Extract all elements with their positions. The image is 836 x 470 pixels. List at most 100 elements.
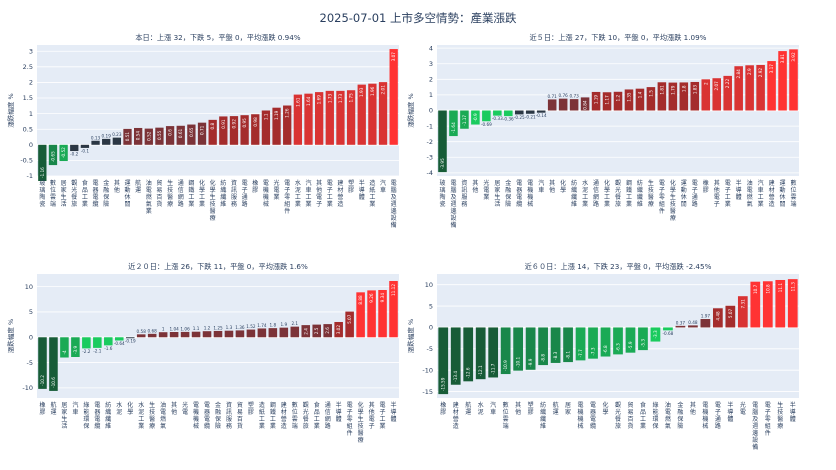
bar: [723, 75, 732, 111]
bar-value-label: 0.48: [688, 320, 698, 325]
bar: [625, 327, 636, 353]
bar: [488, 327, 499, 378]
x-tick-label: 運動休閒: [681, 180, 687, 208]
bar-value-label: -11.7: [491, 363, 496, 374]
bar-value-label: 1.64: [306, 96, 311, 106]
bar-value-label: 1.61: [295, 97, 300, 107]
bar: [463, 327, 474, 382]
x-tick-label: 橡膠: [703, 179, 709, 194]
bar-value-label: -0.52: [61, 147, 66, 158]
x-tick-label: 電子通路: [692, 180, 698, 208]
bar-value-label: 1.96: [370, 86, 375, 96]
bar: [272, 107, 281, 145]
bar: [500, 327, 511, 375]
panel-title: 近５日：上漲 27，下跌 10，平盤 0，平均漲跌 1.09%: [529, 33, 706, 42]
bar: [588, 327, 598, 359]
x-tick-label: 居家: [565, 402, 571, 416]
bar-value-label: 0.68: [148, 328, 158, 333]
x-tick-label: 電腦及週邊設備: [752, 402, 758, 451]
bar: [224, 330, 234, 338]
bar-value-label: 1.79: [670, 85, 675, 95]
y-tick-label: 0.5: [23, 125, 33, 133]
bar-value-label: 1.8: [270, 323, 277, 328]
bar: [91, 140, 100, 145]
bar-value-label: -0.1: [81, 148, 90, 153]
x-tick-label: 貿易百貨: [237, 401, 243, 430]
bar-value-label: -8.1: [566, 351, 571, 360]
bar-value-label: 1.1: [263, 113, 268, 120]
x-tick-label: 電子工業: [725, 180, 731, 208]
bar-value-label: -1.17: [462, 115, 467, 126]
x-tick-label: 金融保險: [505, 179, 511, 208]
bar-value-label: 2.22: [725, 79, 730, 89]
x-tick-label: 半導體: [790, 401, 796, 423]
bar: [283, 105, 292, 145]
bar: [323, 324, 332, 338]
x-tick-label: 金融保險: [103, 179, 109, 208]
y-axis-label: 漲跌幅度 %: [6, 93, 15, 127]
x-tick-label: 化學工業: [199, 179, 205, 208]
bar-value-label: 3.81: [780, 54, 785, 64]
y-tick-label: -1: [27, 172, 33, 180]
bar-value-label: 1.69: [317, 95, 322, 105]
x-tick-label: 電機機械: [702, 402, 708, 430]
bar-value-label: -13.4: [453, 371, 458, 382]
x-tick-label: 生技醫療: [167, 179, 173, 208]
bar-value-label: -10.9: [503, 360, 508, 371]
x-tick-label: 綠能環保: [652, 401, 658, 430]
x-tick-label: 光電業: [483, 179, 489, 201]
x-tick-label: 半導體: [736, 179, 742, 201]
bar: [144, 128, 153, 145]
x-tick-label: 生技醫療: [149, 401, 155, 430]
bar-value-label: 9.26: [369, 293, 374, 303]
x-tick-label: 生技醫療: [648, 179, 654, 208]
bar: [646, 87, 656, 111]
bar-value-label: 2.07: [714, 81, 719, 91]
bar: [180, 331, 190, 338]
bar-value-label: 7.31: [740, 299, 745, 309]
x-tick-label: 運動休閒: [780, 180, 786, 208]
x-tick-label: 金融保險: [215, 401, 221, 430]
x-tick-label: 通信網路: [325, 401, 331, 430]
bar-value-label: 1.26: [285, 108, 290, 118]
x-tick-label: 觀光餐旅: [615, 401, 621, 430]
x-tick-label: 數位雲端: [791, 179, 797, 208]
x-tick-label: 觀光餐旅: [71, 179, 77, 208]
x-tick-label: 電子通路: [715, 402, 721, 430]
y-tick-label: -15: [422, 388, 433, 396]
bar-value-label: 0.65: [189, 127, 194, 137]
bar-value-label: 1.8: [681, 85, 686, 92]
x-tick-label: 光電: [740, 401, 746, 416]
bar-value-label: 1.4: [637, 91, 642, 98]
x-tick-label: 數位雲端: [50, 179, 56, 208]
bar-value-label: 1.97: [701, 314, 711, 319]
bar: [767, 61, 776, 111]
bar: [778, 51, 787, 111]
bar-value-label: 1.2: [616, 94, 621, 101]
bar: [368, 83, 377, 145]
bar: [104, 337, 113, 346]
x-tick-label: 航運: [50, 401, 56, 416]
y-tick-label: -10: [422, 366, 433, 374]
bar-value-label: -8.3: [553, 351, 558, 360]
x-tick-label: 水泥工業: [295, 179, 301, 208]
bar: [125, 337, 135, 339]
x-tick-label: 電子零組件: [284, 180, 290, 215]
bar-value-label: -7.3: [591, 347, 596, 356]
bar: [514, 110, 524, 115]
bar-value-label: 1.93: [359, 87, 364, 97]
x-tick-label: 食品工業: [314, 401, 320, 430]
bar-value-label: -6.3: [616, 343, 621, 352]
bar: [450, 327, 461, 385]
x-tick-label: 資訊服務: [226, 401, 232, 430]
bar: [114, 337, 124, 341]
x-tick-label: 電子工業: [327, 180, 333, 208]
bar-value-label: 1.74: [257, 323, 267, 328]
bar: [613, 91, 623, 111]
bar-value-label: 0.51: [125, 132, 130, 142]
x-tick-label: 紡織纖維: [571, 179, 577, 208]
bar: [569, 99, 579, 111]
bar: [301, 325, 311, 338]
bar: [80, 144, 90, 148]
bar: [650, 327, 661, 342]
